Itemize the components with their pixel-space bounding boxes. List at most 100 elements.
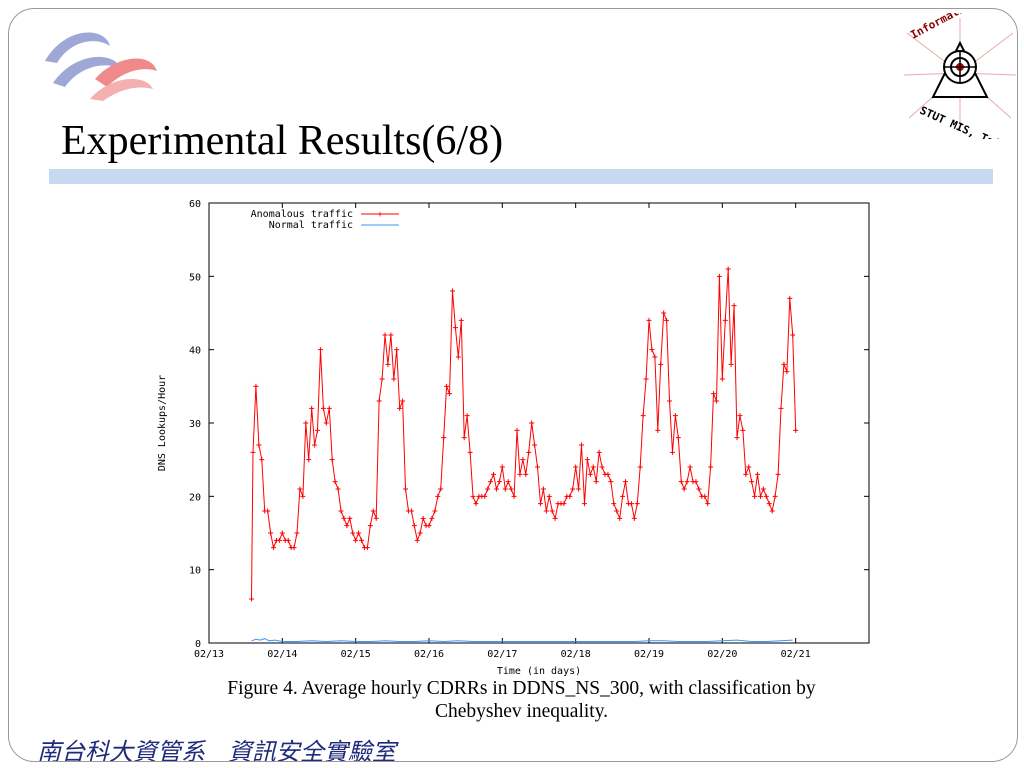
data-point-marker xyxy=(294,530,300,536)
data-point-marker xyxy=(265,508,271,514)
data-point-marker xyxy=(757,493,763,499)
data-point-marker xyxy=(611,501,617,507)
data-point-marker xyxy=(253,383,259,389)
data-point-marker xyxy=(297,486,303,492)
data-point-marker xyxy=(315,427,321,433)
data-point-marker xyxy=(540,486,546,492)
data-point-marker xyxy=(303,420,309,426)
data-point-marker xyxy=(661,310,667,316)
data-point-marker xyxy=(514,427,520,433)
data-point-marker xyxy=(464,413,470,419)
data-point-marker xyxy=(561,501,567,507)
data-point-marker xyxy=(496,479,502,485)
data-point-marker xyxy=(787,295,793,301)
data-point-marker xyxy=(752,493,758,499)
data-point-marker xyxy=(326,405,332,411)
data-point-marker xyxy=(350,530,356,536)
data-point-marker xyxy=(532,442,538,448)
series-lines xyxy=(249,266,799,643)
legend-label-anomalous: Anomalous traffic xyxy=(251,209,353,220)
data-point-marker xyxy=(696,486,702,492)
data-point-marker xyxy=(379,376,385,382)
data-point-marker xyxy=(725,266,731,272)
data-point-marker xyxy=(623,479,629,485)
data-point-marker xyxy=(669,449,675,455)
data-point-marker xyxy=(719,376,725,382)
data-point-marker xyxy=(637,464,643,470)
data-point-marker xyxy=(579,442,585,448)
data-point-marker xyxy=(628,501,634,507)
data-point-marker xyxy=(678,479,684,485)
slide-frame: Information Security Lab. STUT MIS, Taiw… xyxy=(8,8,1018,762)
data-point-marker xyxy=(382,332,388,338)
data-point-marker xyxy=(317,347,323,353)
y-tick-label: 0 xyxy=(195,639,201,650)
y-tick-label: 50 xyxy=(189,272,201,283)
data-point-marker xyxy=(716,273,722,279)
data-point-marker xyxy=(400,398,406,404)
lab-seal-logo: Information Security Lab. STUT MIS, Taiw… xyxy=(903,13,1017,139)
data-point-marker xyxy=(755,471,761,477)
data-point-marker xyxy=(523,471,529,477)
x-tick-label: 02/17 xyxy=(487,649,517,660)
data-point-marker xyxy=(543,508,549,514)
data-point-marker xyxy=(605,471,611,477)
y-tick-label: 30 xyxy=(189,419,201,430)
x-tick-label: 02/13 xyxy=(194,649,224,660)
x-tick-label: 02/18 xyxy=(561,649,591,660)
data-point-marker xyxy=(388,332,394,338)
data-point-marker xyxy=(552,515,558,521)
data-point-marker xyxy=(570,486,576,492)
data-point-marker xyxy=(746,464,752,470)
data-point-marker xyxy=(573,464,579,470)
data-point-marker xyxy=(658,361,664,367)
y-tick-label: 10 xyxy=(189,566,201,577)
data-point-marker xyxy=(458,317,464,323)
data-point-marker xyxy=(708,464,714,470)
data-point-marker xyxy=(391,376,397,382)
figure-caption: Figure 4. Average hourly CDRRs in DDNS_N… xyxy=(159,677,884,723)
data-point-marker xyxy=(667,398,673,404)
data-point-marker xyxy=(587,471,593,477)
data-point-marker xyxy=(617,515,623,521)
data-point-marker xyxy=(505,479,511,485)
data-point-marker xyxy=(385,361,391,367)
data-point-marker xyxy=(737,413,743,419)
data-point-marker xyxy=(769,508,775,514)
data-point-marker xyxy=(429,515,435,521)
data-point-marker xyxy=(760,486,766,492)
data-point-marker xyxy=(778,405,784,411)
data-point-marker xyxy=(620,493,626,499)
data-point-marker xyxy=(537,501,543,507)
data-point-marker xyxy=(664,317,670,323)
data-point-marker xyxy=(722,317,728,323)
data-point-marker xyxy=(646,317,652,323)
data-point-marker xyxy=(581,501,587,507)
data-point-marker xyxy=(567,493,573,499)
data-point-marker xyxy=(470,493,476,499)
data-point-marker xyxy=(634,501,640,507)
data-point-marker xyxy=(728,361,734,367)
data-point-marker xyxy=(772,493,778,499)
data-point-marker xyxy=(511,493,517,499)
caption-line-2: Chebyshev inequality. xyxy=(434,701,609,722)
data-point-marker xyxy=(449,288,455,294)
data-point-marker xyxy=(435,493,441,499)
data-point-marker xyxy=(467,449,473,455)
data-point-marker xyxy=(520,457,526,463)
data-point-marker xyxy=(408,508,414,514)
data-point-marker xyxy=(341,515,347,521)
data-point-marker xyxy=(347,515,353,521)
data-point-marker xyxy=(649,347,655,353)
x-tick-label: 02/19 xyxy=(634,649,664,660)
y-tick-label: 40 xyxy=(189,346,201,357)
data-point-marker xyxy=(713,398,719,404)
data-point-marker xyxy=(250,449,256,455)
slide-title: Experimental Results(6/8) xyxy=(61,118,504,164)
y-axis-label: DNS Lookups/Hour xyxy=(157,375,168,471)
data-point-marker xyxy=(473,501,479,507)
data-point-marker xyxy=(740,427,746,433)
data-point-marker xyxy=(276,537,282,543)
title-underline-bar xyxy=(49,169,993,184)
x-tick-label: 02/21 xyxy=(781,649,811,660)
